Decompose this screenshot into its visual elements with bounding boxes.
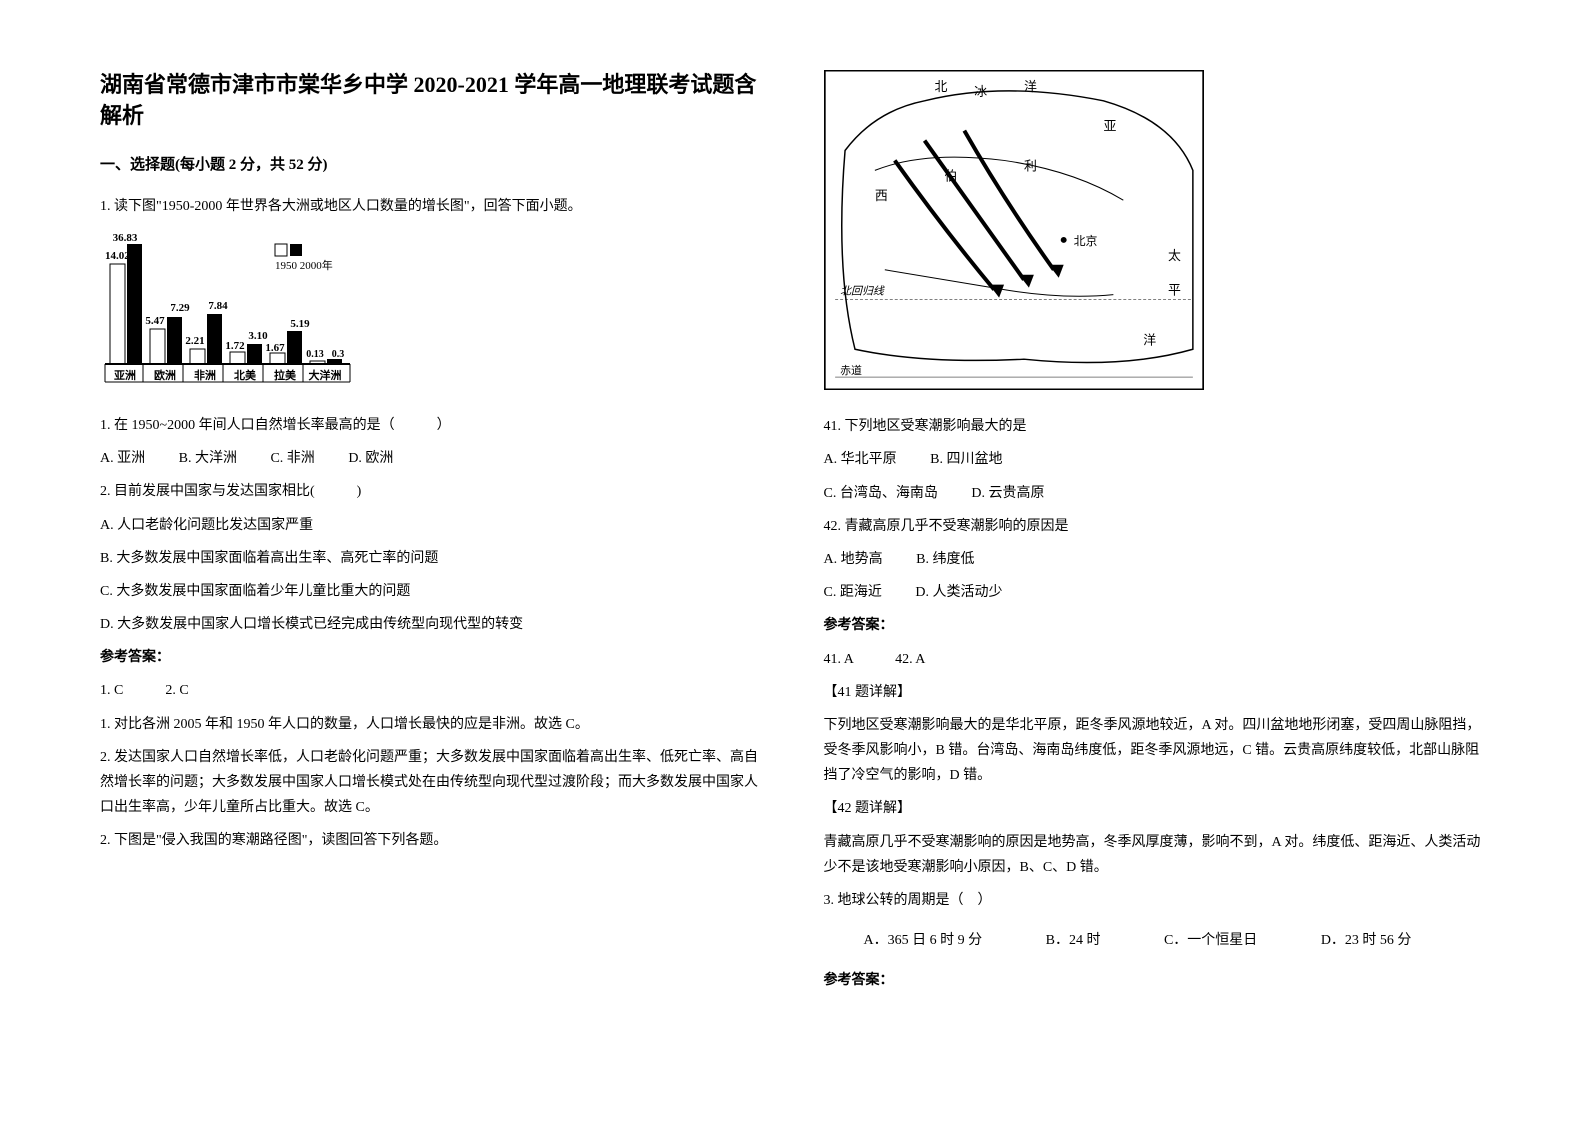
bar-1950 [110,264,125,364]
bar-label: 0.3 [332,349,345,360]
option-b: B. 四川盆地 [930,447,1002,472]
option-b: B. 纬度低 [916,547,974,572]
answer-header: 参考答案： [824,968,1488,993]
bar-1950 [150,329,165,364]
map-label: 北 [934,79,947,94]
q1-answers: 1. C 2. C [100,678,764,703]
category-label: 非洲 [194,368,216,382]
option-c: C. 大多数发展中国家面临着少年儿童比重大的问题 [100,579,764,604]
category-label: 亚洲 [114,369,136,382]
q2-sub42: 42. 青藏高原几乎不受寒潮影响的原因是 [824,514,1488,539]
answer-header: 参考答案： [100,645,764,670]
q2-answers: 41. A 42. A [824,647,1488,672]
q1-sub2-options: A. 人口老龄化问题比发达国家严重 B. 大多数发展中国家面临着高出生率、高死亡… [100,513,764,638]
bar-label: 5.47 [145,315,165,327]
bar-label: 2.21 [185,335,204,347]
q3-stem: 3. 地球公转的周期是（ ） [824,888,1488,913]
map-label: 北回归线 [840,285,885,298]
bar-label: 0.13 [306,349,324,360]
option-d: D. 欧洲 [348,446,393,471]
right-column: 北 冰 洋 亚 西 伯 利 北京 太 平 洋 北回归线 赤道 41. 下列地区受… [824,70,1488,1002]
legend-1950-box [275,244,287,256]
q2-explanation41-header: 【41 题详解】 [824,680,1488,705]
page-container: 湖南省常德市津市市棠华乡中学 2020-2021 学年高一地理联考试题含解析 一… [100,70,1487,1002]
map-label: 冰 [974,84,987,99]
bar-1950 [190,349,205,364]
q2-sub41-options: A. 华北平原 B. 四川盆地 [824,447,1488,472]
document-title: 湖南省常德市津市市棠华乡中学 2020-2021 学年高一地理联考试题含解析 [100,70,764,132]
bar-2000 [287,331,302,364]
map-label: 洋 [1023,79,1036,94]
q1-explanation1: 1. 对比各洲 2005 年和 1950 年人口的数量，人口增长最快的应是非洲。… [100,712,764,737]
map-label: 平 [1168,283,1181,298]
option-d: D. 云贵高原 [971,481,1044,506]
q2-sub42-options-line2: C. 距海近 D. 人类活动少 [824,580,1488,605]
option-d: D. 人类活动少 [915,580,1002,605]
q2-stem: 2. 下图是"侵入我国的寒潮路径图"，读图回答下列各题。 [100,828,764,853]
option-b: B．24 时 [1046,928,1101,953]
option-c: C. 非洲 [270,446,314,471]
q3-options: A．365 日 6 时 9 分 B．24 时 C．一个恒星日 D．23 时 56… [824,928,1488,953]
bar-2000 [167,317,182,364]
legend-2000-box [290,244,302,256]
option-c: C. 距海近 [824,580,882,605]
category-label: 大洋洲 [309,368,342,382]
q2-sub41: 41. 下列地区受寒潮影响最大的是 [824,414,1488,439]
q1-explanation2: 2. 发达国家人口自然增长率低，人口老龄化问题严重；大多数发展中国家面临着高出生… [100,745,764,821]
map-label: 西 [874,188,887,203]
option-a: A．365 日 6 时 9 分 [864,928,983,953]
option-a: A. 地势高 [824,547,883,572]
option-a: A. 人口老龄化问题比发达国家严重 [100,513,764,538]
bar-label: 7.84 [208,300,228,312]
map-label: 洋 [1143,332,1156,347]
category-label: 北美 [234,368,257,382]
bar-label: 14.02 [105,250,130,262]
q1-sub1-options: A. 亚洲 B. 大洋洲 C. 非洲 D. 欧洲 [100,446,764,471]
q1-sub2: 2. 目前发展中国家与发达国家相比( ) [100,479,764,504]
bar-label: 7.29 [170,302,190,314]
map-label: 赤道 [840,363,862,377]
q1-stem: 1. 读下图"1950-2000 年世界各大洲或地区人口数量的增长图"，回答下面… [100,194,764,219]
q2-explanation42: 青藏高原几乎不受寒潮影响的原因是地势高，冬季风厚度薄，影响不到，A 对。纬度低、… [824,830,1488,880]
bar-label: 3.10 [248,330,268,342]
q2-sub41-options-line2: C. 台湾岛、海南岛 D. 云贵高原 [824,481,1488,506]
option-d: D. 大多数发展中国家人口增长模式已经完成由传统型向现代型的转变 [100,612,764,637]
bar-2000 [247,344,262,364]
q1-sub1: 1. 在 1950~2000 年间人口自然增长率最高的是（ ） [100,413,764,438]
bar-label: 1.67 [265,342,285,354]
q2-map-container: 北 冰 洋 亚 西 伯 利 北京 太 平 洋 北回归线 赤道 [824,70,1488,399]
map-label: 利 [1023,158,1036,173]
category-label: 拉美 [274,368,297,382]
map-label: 亚 [1103,119,1116,134]
option-c: C. 台湾岛、海南岛 [824,481,938,506]
bar-2000 [207,314,222,364]
beijing-dot [1060,237,1066,243]
bar-label: 5.19 [290,318,310,330]
bar-1950 [270,353,285,364]
map-label: 北京 [1073,234,1097,248]
map-label: 伯 [944,168,957,183]
cold-wave-map: 北 冰 洋 亚 西 伯 利 北京 太 平 洋 北回归线 赤道 [824,70,1204,390]
answer-header: 参考答案： [824,613,1488,638]
legend-text: 1950 2000年 [275,258,333,272]
bar-2000 [127,244,142,364]
option-a: A. 华北平原 [824,447,897,472]
left-column: 湖南省常德市津市市棠华乡中学 2020-2021 学年高一地理联考试题含解析 一… [100,70,764,1002]
option-a: A. 亚洲 [100,446,145,471]
bar-1950 [230,352,245,364]
option-d: D．23 时 56 分 [1321,928,1412,953]
q1-chart: 36.83 14.02 亚洲 5.47 7.29 欧洲 2.21 7.84 非洲… [100,229,764,398]
bar-label: 1.72 [225,340,245,352]
section-header: 一、选择题(每小题 2 分，共 52 分) [100,152,764,179]
option-b: B. 大多数发展中国家面临着高出生率、高死亡率的问题 [100,546,764,571]
bar-label: 36.83 [113,232,138,244]
category-label: 欧洲 [154,368,176,382]
map-label: 太 [1168,248,1181,263]
q2-explanation41: 下列地区受寒潮影响最大的是华北平原，距冬季风源地较近，A 对。四川盆地地形闭塞，… [824,713,1488,789]
q2-explanation42-header: 【42 题详解】 [824,796,1488,821]
q2-sub42-options: A. 地势高 B. 纬度低 [824,547,1488,572]
option-b: B. 大洋洲 [179,446,237,471]
option-c: C．一个恒星日 [1164,928,1257,953]
population-bar-chart: 36.83 14.02 亚洲 5.47 7.29 欧洲 2.21 7.84 非洲… [100,229,380,389]
